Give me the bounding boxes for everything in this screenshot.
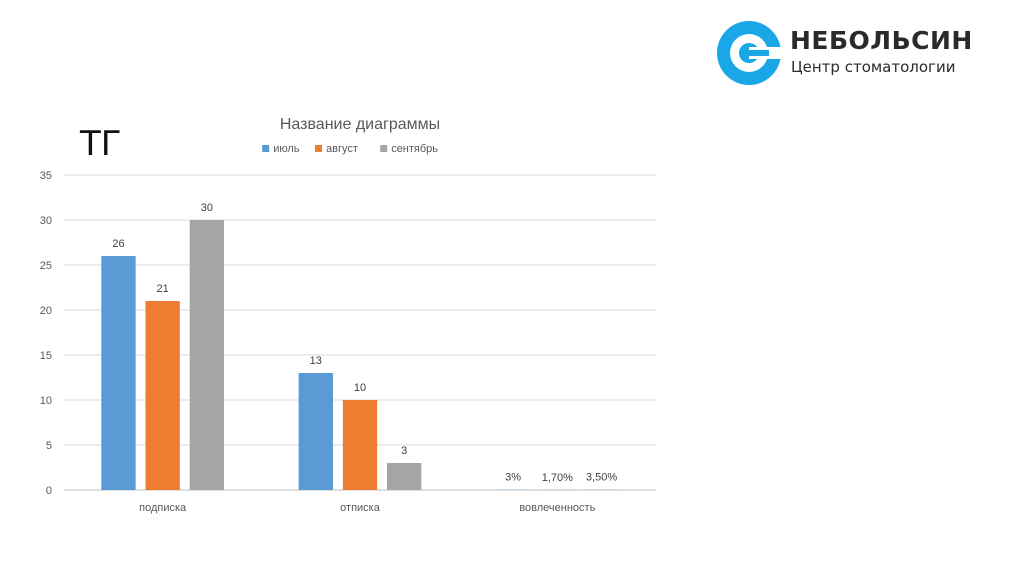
data-label: 10: [354, 382, 366, 394]
y-tick-label: 5: [46, 440, 52, 452]
y-tick-label: 10: [40, 395, 52, 407]
y-tick-label: 35: [40, 170, 52, 182]
y-tick-label: 20: [40, 305, 52, 317]
legend-label: сентябрь: [391, 143, 438, 155]
chart-bars: [101, 220, 619, 490]
x-category-label: подписка: [139, 502, 187, 514]
legend-swatch: [315, 145, 322, 152]
data-label: 1,70%: [542, 472, 573, 484]
logo-c-ring-icon: [717, 21, 782, 85]
data-label: 3,50%: [586, 472, 617, 484]
logo-tagline: Центр стоматологии: [791, 58, 956, 76]
legend-swatch: [262, 145, 270, 152]
y-tick-label: 0: [46, 485, 52, 497]
legend-label: август: [326, 143, 358, 155]
y-tick-label: 15: [40, 350, 52, 362]
x-axis: подписка отписка вовлеченность: [139, 502, 595, 514]
chart-data-labels: 26 21 30 13 10 3 3% 1,70% 3,50%: [112, 202, 617, 484]
logo-name: НЕБОЛЬСИН: [790, 26, 973, 55]
bar-сентябрь-отписка: [387, 463, 422, 490]
bar-сентябрь-подписка: [189, 220, 225, 490]
brand-logo: НЕБОЛЬСИН Центр стоматологии: [716, 20, 976, 88]
slide-heading: ТГ: [80, 124, 122, 164]
bar-июль-отписка: [298, 373, 333, 490]
data-label: 21: [157, 283, 169, 295]
legend-swatch: [380, 145, 388, 152]
x-category-label: вовлеченность: [519, 502, 595, 514]
chart-legend: июль август сентябрь: [262, 143, 438, 155]
legend-label: июль: [273, 143, 300, 155]
y-tick-label: 30: [40, 215, 52, 227]
data-label: 3%: [505, 472, 521, 484]
data-label: 30: [201, 202, 213, 214]
y-tick-label: 25: [40, 260, 52, 272]
bar-август-подписка: [145, 301, 180, 490]
data-label: 3: [401, 445, 407, 457]
chart-title: Название диаграммы: [280, 116, 440, 133]
bar-июль-подписка: [101, 256, 136, 490]
bar-август-отписка: [342, 400, 378, 490]
data-label: 13: [310, 355, 322, 367]
y-axis: 0 5 10 15 20 25 30 35: [40, 170, 52, 497]
x-category-label: отписка: [340, 502, 381, 514]
data-label: 26: [112, 238, 124, 250]
